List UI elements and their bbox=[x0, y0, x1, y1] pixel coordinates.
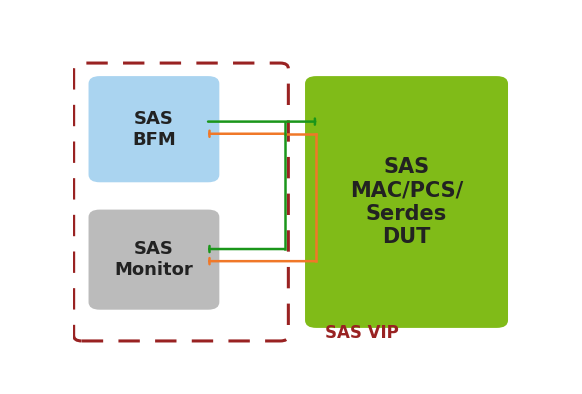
FancyBboxPatch shape bbox=[88, 210, 219, 310]
Text: SAS VIP: SAS VIP bbox=[325, 323, 399, 342]
FancyBboxPatch shape bbox=[305, 76, 508, 328]
FancyBboxPatch shape bbox=[88, 76, 219, 182]
Text: SAS
MAC/PCS/
Serdes
DUT: SAS MAC/PCS/ Serdes DUT bbox=[350, 157, 463, 247]
Text: SAS
Monitor: SAS Monitor bbox=[115, 240, 193, 279]
Text: SAS
BFM: SAS BFM bbox=[132, 110, 176, 149]
